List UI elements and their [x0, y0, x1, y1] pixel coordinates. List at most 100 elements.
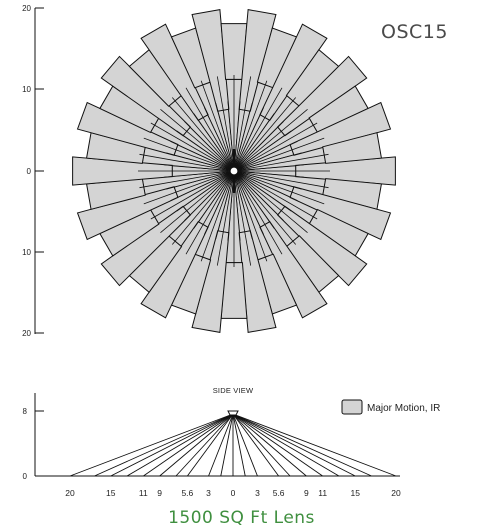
coverage-ray	[204, 170, 235, 235]
coverage-ray	[193, 113, 235, 172]
coverage-ray	[233, 130, 292, 172]
side-view-ray	[232, 413, 356, 477]
coverage-ray	[233, 164, 304, 172]
coverage-ray	[176, 130, 235, 172]
coverage-ray	[233, 170, 318, 220]
coverage-ray	[150, 170, 235, 220]
side-view-ray	[232, 413, 340, 477]
coverage-ray	[233, 87, 283, 172]
side-view-ray	[232, 413, 291, 477]
side-view-ray	[110, 413, 234, 477]
coverage-ray	[160, 170, 235, 234]
coverage-zone	[76, 186, 179, 241]
coverage-ray	[233, 170, 298, 201]
coverage-ray	[204, 107, 235, 172]
coverage-ray	[216, 170, 235, 266]
coverage-ray	[233, 113, 275, 172]
top-view-axis: 20 10 0 10 20	[22, 4, 44, 338]
coverage-zone	[289, 101, 392, 156]
coverage-ray	[233, 152, 302, 172]
coverage-ray	[193, 170, 235, 229]
side-view-ray	[126, 413, 234, 477]
side-view-y-tick-label: 8	[23, 407, 28, 416]
coverage-ray	[233, 103, 253, 172]
coverage-ray	[233, 170, 302, 190]
side-view-x-tick-label: 5.6	[181, 488, 193, 498]
side-view-ray	[232, 413, 323, 477]
side-view-x-tick-label: 15	[351, 488, 361, 498]
coverage-ray	[171, 170, 235, 245]
coverage-ray	[233, 170, 297, 245]
side-view-x-tick-label: 0	[231, 488, 236, 498]
coverage-ray	[160, 108, 235, 172]
coverage-ray	[233, 107, 264, 172]
legend-swatch	[341, 399, 363, 415]
side-view-x-tick-label: 11	[139, 488, 148, 498]
side-view-ray	[186, 413, 234, 477]
top-view-tick-label: 10	[22, 85, 31, 94]
side-view-ray	[220, 413, 234, 477]
coverage-ray	[233, 122, 318, 172]
coverage-ray	[233, 141, 298, 172]
lens-caption: 1500 SQ Ft Lens	[168, 508, 315, 528]
coverage-ray	[233, 108, 308, 172]
side-view-rays	[69, 413, 397, 477]
side-view-x-tick-label: 3	[255, 488, 260, 498]
side-view-x-tick-label: 20	[391, 488, 401, 498]
coverage-ray	[185, 87, 235, 172]
side-view-ray	[232, 413, 307, 477]
coverage-ray	[200, 170, 235, 262]
side-view-ray	[232, 413, 258, 477]
side-view-ray	[232, 413, 280, 477]
coverage-ray	[216, 76, 235, 172]
side-view-x-tick-label: 20	[65, 488, 75, 498]
coverage-ray	[233, 170, 253, 239]
legend-label: Major Motion, IR	[367, 403, 440, 414]
side-view-ray	[232, 413, 372, 477]
coverage-zone	[76, 101, 179, 156]
coverage-zone	[238, 9, 277, 112]
side-view-x-tick-label: 9	[157, 488, 162, 498]
coverage-ray	[233, 153, 329, 172]
side-view-ray	[159, 413, 234, 477]
side-view-x-tick-label: 15	[106, 488, 116, 498]
coverage-ray	[170, 141, 235, 172]
coverage-ray	[233, 170, 304, 178]
side-view-x-tick-label: 3	[206, 488, 211, 498]
top-view-tick-label: 20	[22, 4, 31, 13]
coverage-ray	[215, 103, 235, 172]
coverage-ray	[233, 97, 297, 172]
side-view-ray	[232, 413, 397, 477]
coverage-ray	[233, 170, 308, 234]
coverage-ray	[215, 170, 235, 239]
side-view-y-tick-label: 0	[23, 472, 28, 481]
side-view: SIDE VIEW 8 0 20 15 11 9 5.6 3 0 3 5.6 9 11 15 20	[23, 386, 401, 498]
sensor-center-icon	[229, 166, 239, 176]
coverage-ray	[233, 80, 268, 172]
side-view-title: SIDE VIEW	[213, 386, 254, 395]
coverage-ray	[233, 170, 283, 255]
coverage-zone	[191, 9, 230, 112]
coverage-zone	[322, 132, 383, 164]
coverage-ray	[150, 122, 235, 172]
side-view-x-tick-label: 9	[304, 488, 309, 498]
coverage-zone	[191, 230, 230, 333]
coverage-ray	[139, 170, 235, 189]
side-view-ray	[232, 413, 246, 477]
coverage-ray	[171, 97, 235, 172]
coverage-zone	[289, 186, 392, 241]
coverage-ray	[200, 80, 235, 172]
coverage-ray	[233, 170, 268, 262]
coverage-ray	[233, 137, 325, 172]
side-view-x-tick-label: 5.6	[273, 488, 285, 498]
side-view-ray	[69, 413, 234, 477]
coverage-ray	[233, 170, 275, 229]
side-view-ray	[208, 413, 234, 477]
coverage-ray	[176, 170, 235, 212]
coverage-ray	[233, 170, 292, 212]
coverage-ray	[233, 121, 284, 172]
model-label: OSC15	[381, 21, 448, 43]
coverage-ray	[184, 170, 235, 221]
coverage-ray	[170, 170, 235, 201]
